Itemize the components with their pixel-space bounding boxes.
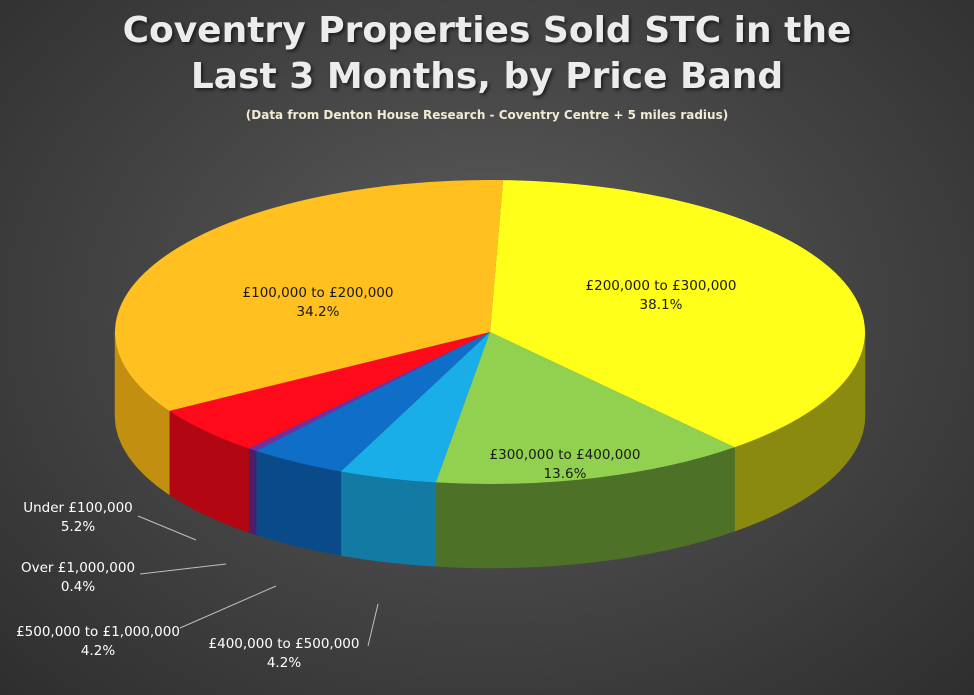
pie-slice-200-000-to-300-000 bbox=[490, 180, 865, 448]
slice-label-400-000-to-500-000: £400,000 to £500,000 bbox=[209, 636, 360, 652]
slice-percent-300-000-to-400-000: 13.6% bbox=[544, 466, 587, 482]
slice-label-300-000-to-400-000: £300,000 to £400,000 bbox=[490, 447, 641, 463]
chart-title-line-1: Coventry Properties Sold STC in the bbox=[122, 10, 852, 51]
slice-percent-100-000-to-200-000: 34.2% bbox=[297, 304, 340, 320]
slice-label-200-000-to-300-000: £200,000 to £300,000 bbox=[586, 278, 737, 294]
slice-label-100-000-to-200-000: £100,000 to £200,000 bbox=[243, 285, 394, 301]
pie-slice-300-000-to-400-000 bbox=[435, 332, 735, 485]
chart-title: Coventry Properties Sold STC in the Last… bbox=[0, 8, 974, 100]
leader-line-500-000-to-1-000-000 bbox=[179, 585, 277, 629]
leader-line-over-1-000-000 bbox=[139, 563, 227, 575]
slice-percent-under-100-000: 5.2% bbox=[61, 519, 95, 535]
slice-label-under-100-000: Under £100,000 bbox=[23, 500, 133, 516]
slice-percent-over-1-000-000: 0.4% bbox=[61, 579, 95, 595]
pie-slice-100-000-to-200-000 bbox=[114, 180, 504, 411]
pie-slice-500-000-to-1-000-000 bbox=[256, 332, 490, 472]
leader-line-under-100-000 bbox=[137, 515, 197, 541]
chart-subtitle: (Data from Denton House Research - Coven… bbox=[245, 108, 729, 122]
pie-side-over-1-000-000 bbox=[248, 448, 257, 536]
pie-side-400-000-to-500-000 bbox=[340, 471, 437, 567]
slice-label-over-1-000-000: Over £1,000,000 bbox=[21, 560, 135, 576]
leader-line-400-000-to-500-000 bbox=[367, 603, 379, 647]
pie-slice-400-000-to-500-000 bbox=[340, 332, 490, 483]
chart-title-line-2: Last 3 Months, by Price Band bbox=[190, 56, 784, 97]
slice-percent-400-000-to-500-000: 4.2% bbox=[267, 655, 301, 671]
pie-slice-under-100-000 bbox=[169, 332, 490, 449]
slice-percent-200-000-to-300-000: 38.1% bbox=[640, 297, 683, 313]
slice-percent-500-000-to-1-000-000: 4.2% bbox=[81, 643, 115, 659]
pie-slice-over-1-000-000 bbox=[248, 332, 490, 451]
slice-label-500-000-to-1-000-000: £500,000 to £1,000,000 bbox=[16, 624, 180, 640]
